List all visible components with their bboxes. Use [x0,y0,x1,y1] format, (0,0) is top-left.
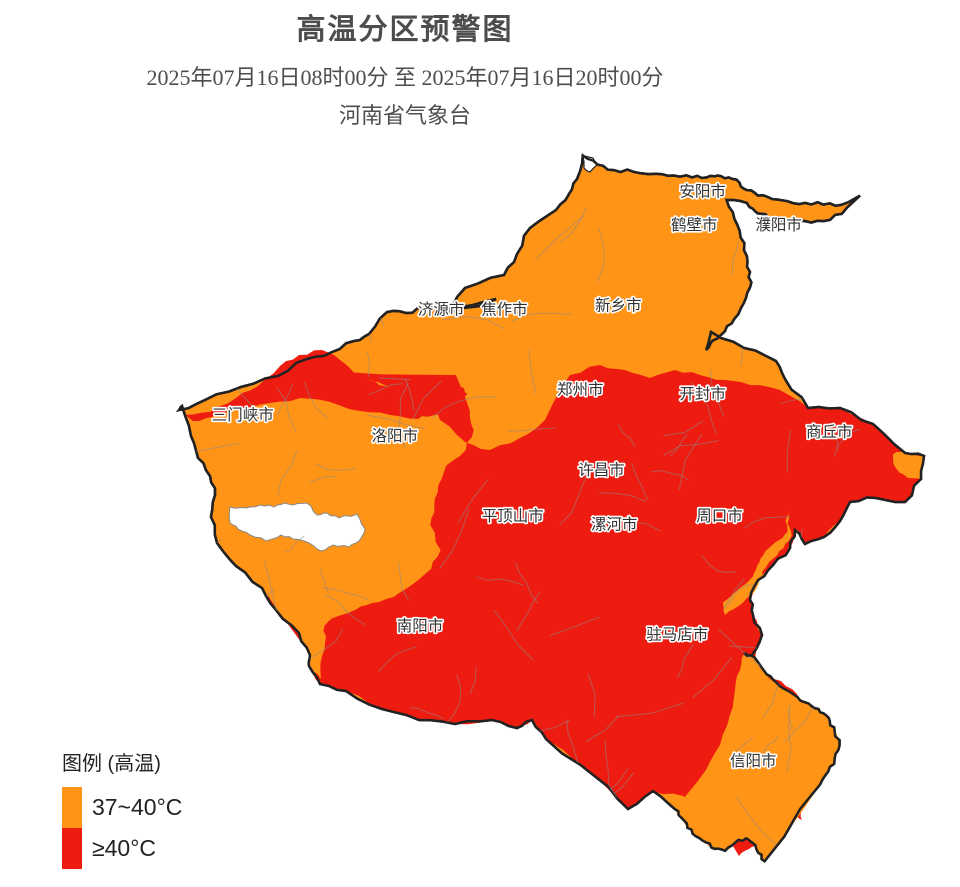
svg-text:鹤壁市: 鹤壁市 [671,216,718,234]
svg-text:郑州市: 郑州市 [557,381,604,399]
svg-text:信阳市: 信阳市 [730,752,777,770]
svg-text:南阳市: 南阳市 [397,617,444,635]
svg-text:焦作市: 焦作市 [481,301,528,319]
svg-text:许昌市: 许昌市 [578,461,625,479]
svg-text:商丘市: 商丘市 [806,423,853,441]
svg-text:周口市: 周口市 [696,507,743,525]
svg-text:三门峡市: 三门峡市 [212,406,274,424]
svg-text:驻马店市: 驻马店市 [646,625,708,643]
svg-text:洛阳市: 洛阳市 [371,427,418,445]
svg-text:濮阳市: 濮阳市 [755,216,802,234]
svg-text:漯河市: 漯河市 [591,516,638,534]
svg-text:开封市: 开封市 [679,385,726,403]
svg-text:新乡市: 新乡市 [595,296,642,314]
svg-text:安阳市: 安阳市 [679,182,726,200]
svg-text:平顶山市: 平顶山市 [482,507,544,525]
svg-text:济源市: 济源市 [418,301,465,319]
